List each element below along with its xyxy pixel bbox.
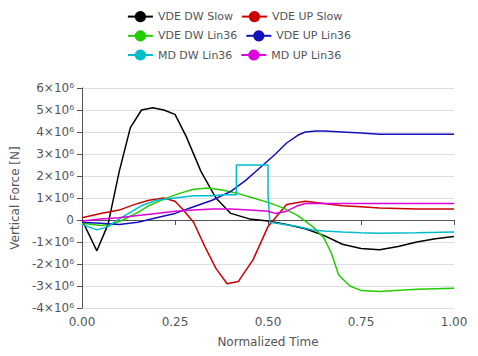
svg-text:1.00: 1.00 [441,315,468,329]
svg-text:-3×10⁶: -3×10⁶ [32,279,74,293]
svg-text:3×10⁶: 3×10⁶ [36,147,74,161]
svg-text:2×10⁶: 2×10⁶ [36,169,74,183]
svg-text:VDE UP Slow: VDE UP Slow [272,10,342,23]
svg-text:0.00: 0.00 [69,315,96,329]
svg-text:5×10⁶: 5×10⁶ [36,103,74,117]
svg-text:0.75: 0.75 [348,315,375,329]
svg-text:4×10⁶: 4×10⁶ [36,125,74,139]
svg-text:0: 0 [66,213,74,227]
svg-text:Vertical Force [N]: Vertical Force [N] [8,146,22,249]
svg-text:VDE UP Lin36: VDE UP Lin36 [276,29,351,42]
svg-text:VDE DW Slow: VDE DW Slow [158,10,233,23]
svg-text:MD UP Lin36: MD UP Lin36 [271,49,341,62]
svg-text:Normalized Time: Normalized Time [217,335,318,349]
svg-text:MD DW Lin36: MD DW Lin36 [158,49,232,62]
svg-text:0.25: 0.25 [162,315,189,329]
svg-text:1×10⁶: 1×10⁶ [36,191,74,205]
svg-text:VDE DW Lin36: VDE DW Lin36 [158,29,237,42]
svg-text:6×10⁶: 6×10⁶ [36,81,74,95]
svg-text:-1×10⁶: -1×10⁶ [32,235,74,249]
svg-text:-2×10⁶: -2×10⁶ [32,257,74,271]
svg-text:-4×10⁶: -4×10⁶ [32,301,74,315]
svg-text:0.50: 0.50 [255,315,282,329]
